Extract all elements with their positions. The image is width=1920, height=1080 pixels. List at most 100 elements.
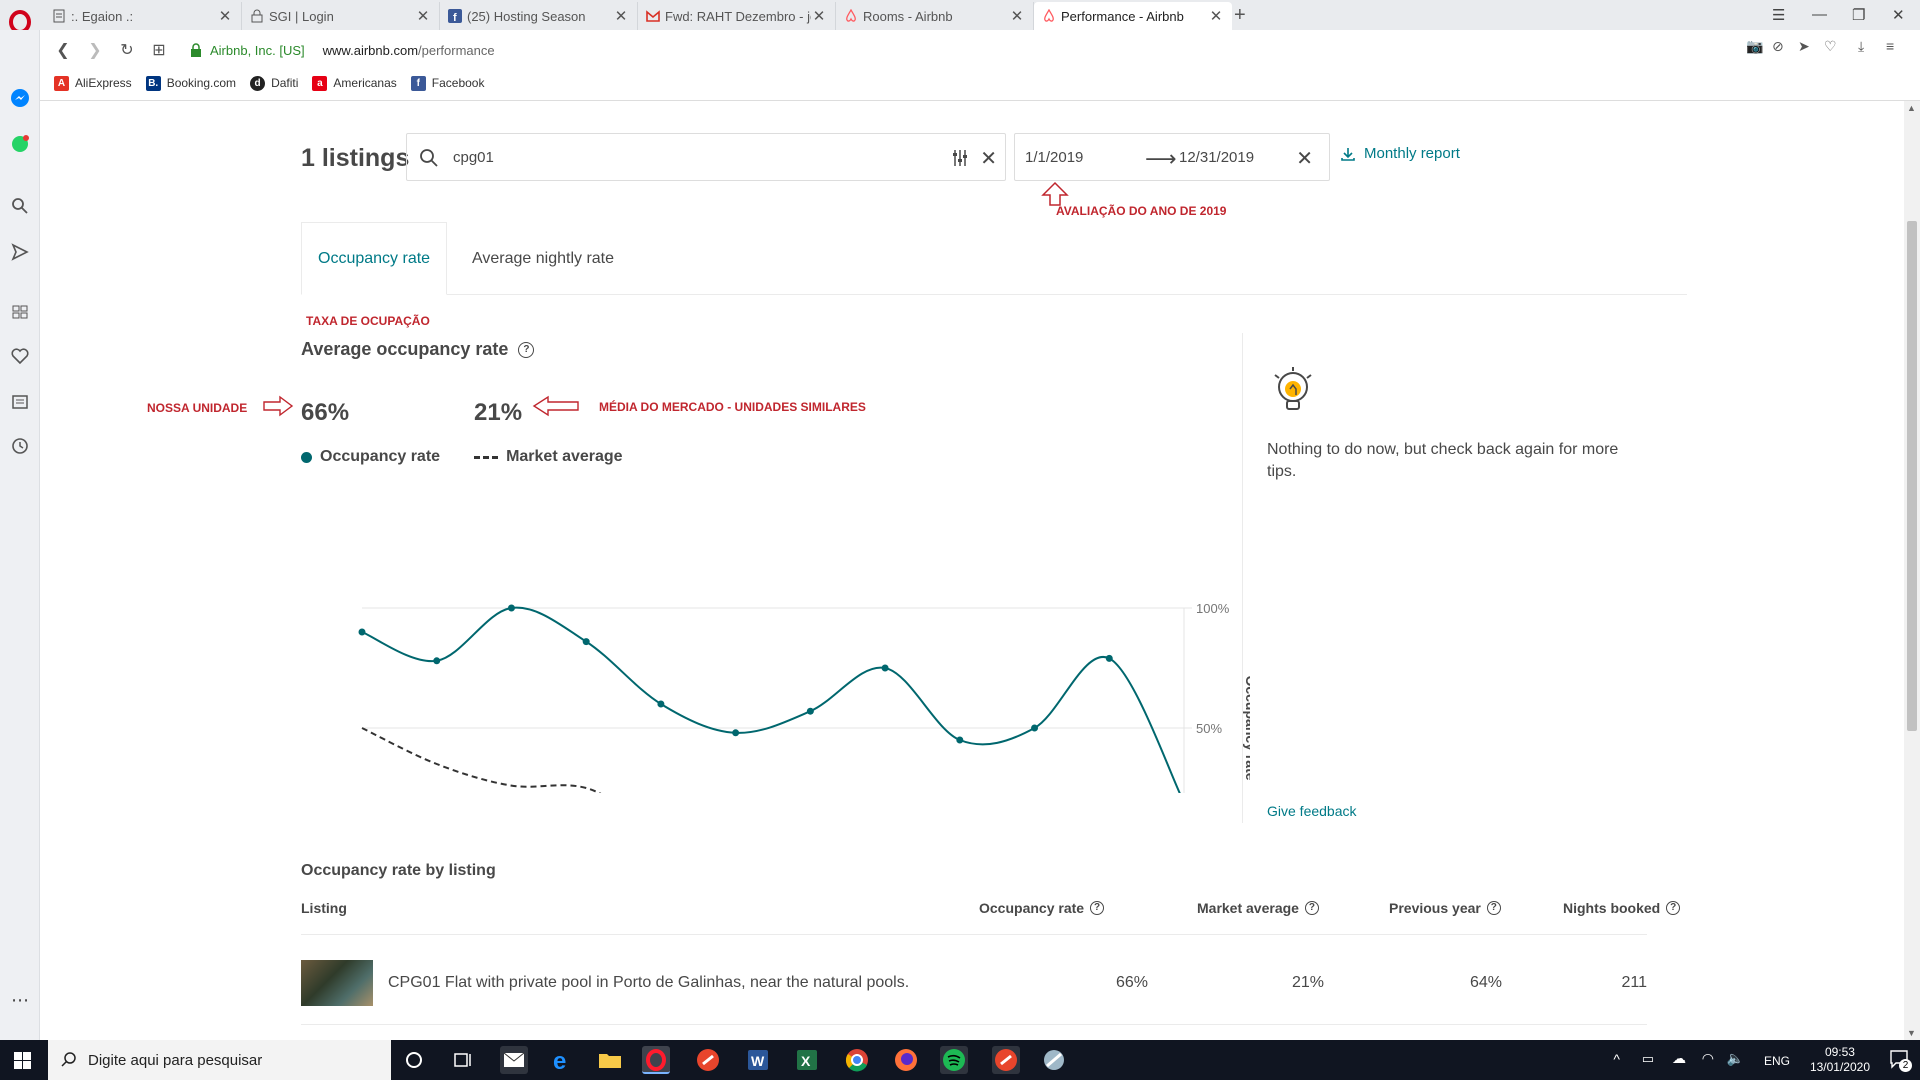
tab-performance-airbnb[interactable]: Performance - Airbnb ✕ [1034, 2, 1232, 30]
volume-icon[interactable]: 🔈 [1726, 1050, 1744, 1066]
heart-icon[interactable]: ♡ [1824, 38, 1837, 54]
filter-sliders-icon[interactable] [951, 148, 969, 168]
page-scrollbar[interactable]: ▲ ▼ [1904, 101, 1920, 1040]
messenger-icon[interactable] [10, 88, 30, 108]
scroll-thumb[interactable] [1907, 221, 1917, 731]
tab-egaion[interactable]: :. Egaion .: ✕ [44, 2, 242, 30]
send-icon[interactable]: ➤ [1798, 38, 1810, 54]
chevron-up-icon[interactable]: ^ [1613, 1051, 1620, 1067]
edge-app-icon[interactable]: e [548, 1046, 576, 1074]
listing-name[interactable]: CPG01 Flat with private pool in Porto de… [388, 974, 910, 991]
minimize-button[interactable]: — [1812, 6, 1827, 23]
close-window-button[interactable]: ✕ [1892, 7, 1905, 24]
windows-start-icon[interactable] [14, 1052, 31, 1069]
task-view-icon[interactable] [454, 1051, 474, 1069]
language-indicator[interactable]: ENG [1763, 1054, 1790, 1068]
tab-menu-icon[interactable]: ☰ [1772, 7, 1786, 24]
svg-text:e: e [553, 1048, 566, 1074]
onedrive-icon[interactable]: ☁ [1672, 1050, 1686, 1066]
history-clock-icon[interactable] [10, 436, 30, 456]
listing-thumbnail[interactable] [301, 960, 373, 1006]
notification-center-icon[interactable]: 2 [1888, 1048, 1912, 1072]
word-app-icon[interactable]: W [744, 1046, 772, 1074]
url-field[interactable]: www.airbnb.com/performance [323, 43, 495, 58]
tab-rooms-airbnb[interactable]: Rooms - Airbnb ✕ [836, 2, 1034, 30]
taskbar-search-box[interactable]: Digite aqui para pesquisar [48, 1040, 391, 1080]
tab-sgi-login[interactable]: SGI | Login ✕ [242, 2, 440, 30]
bookmark-americanas[interactable]: a Americanas [312, 75, 397, 91]
spotify-app-icon[interactable] [940, 1046, 968, 1074]
end-date[interactable]: 12/31/2019 [1179, 149, 1255, 166]
speed-dial-icon[interactable] [10, 302, 30, 322]
help-icon[interactable]: ? [518, 341, 535, 358]
help-icon[interactable]: ? [1090, 901, 1105, 915]
mail-app-icon[interactable] [500, 1046, 528, 1074]
help-icon[interactable]: ? [1486, 901, 1501, 915]
tab-hosting-season[interactable]: f (25) Hosting Season ✕ [440, 2, 638, 30]
download-icon[interactable]: ⤓ [1858, 38, 1865, 54]
bookmark-booking[interactable]: B. Booking.com [145, 75, 236, 91]
help-icon[interactable]: ? [1304, 901, 1319, 915]
forward-icon[interactable]: ❯ [88, 42, 102, 59]
close-tab-icon[interactable]: ✕ [218, 8, 232, 25]
firefox-app-icon[interactable] [892, 1046, 920, 1074]
bookmark-facebook[interactable]: f Facebook [410, 75, 484, 91]
app-red-icon[interactable] [694, 1046, 722, 1074]
give-feedback-link[interactable]: Give feedback [1267, 803, 1357, 819]
listings-count: 1 listings [301, 144, 410, 172]
close-tab-icon[interactable]: ✕ [416, 8, 430, 25]
start-date[interactable]: 1/1/2019 [1025, 149, 1084, 166]
help-icon[interactable]: ? [1666, 901, 1681, 915]
restore-button[interactable]: ❐ [1852, 7, 1866, 24]
chart-legend: Occupancy rate Market average [301, 448, 623, 466]
table-row[interactable]: CPG01 Flat with private pool in Porto de… [301, 960, 1647, 1008]
address-bar: ❮ ❯ ↻ ⊞ Airbnb, Inc. [US] www.airbnb.com… [40, 30, 1920, 70]
snapshot-icon[interactable]: 📷 [1746, 38, 1764, 54]
cortana-icon[interactable] [405, 1051, 423, 1069]
close-tab-icon[interactable]: ✕ [1010, 8, 1024, 25]
chrome-app-icon[interactable] [843, 1046, 871, 1074]
easy-setup-icon[interactable]: ≡ [1886, 38, 1895, 54]
tab-gmail[interactable]: Fwd: RAHT Dezembro - joa ✕ [638, 2, 836, 30]
news-icon[interactable] [10, 392, 30, 412]
flow-send-icon[interactable] [10, 242, 30, 262]
new-tab-button[interactable]: + [1234, 4, 1246, 26]
annotation-occupancy: TAXA DE OCUPAÇÃO [306, 314, 430, 328]
whatsapp-icon[interactable] [10, 134, 30, 154]
clock[interactable]: 09:53 13/01/2020 [1810, 1045, 1870, 1075]
date-range-picker[interactable]: 1/1/2019 ⟶ 12/31/2019 ✕ [1014, 133, 1330, 181]
scroll-down-icon[interactable]: ▼ [1907, 1028, 1916, 1038]
bookmark-dafiti[interactable]: d Dafiti [250, 75, 298, 91]
close-tab-icon[interactable]: ✕ [1209, 8, 1223, 25]
excel-app-icon[interactable]: X [793, 1046, 821, 1074]
bookmark-aliexpress[interactable]: A AliExpress [54, 75, 132, 91]
file-explorer-icon[interactable] [596, 1046, 624, 1074]
svg-text:f: f [453, 12, 457, 23]
adblock-icon[interactable]: ⊘ [1772, 38, 1784, 54]
wifi-icon[interactable]: ◠ [1701, 1050, 1714, 1066]
clear-dates-icon[interactable]: ✕ [1296, 148, 1313, 170]
annotation-up-arrow [1041, 181, 1069, 206]
close-tab-icon[interactable]: ✕ [812, 8, 826, 25]
battery-icon[interactable]: ▭ [1641, 1051, 1654, 1066]
monthly-report-link[interactable]: Monthly report [1340, 145, 1460, 162]
bookmarks-heart-icon[interactable] [10, 346, 30, 366]
listing-search-input[interactable]: cpg01 ✕ [406, 133, 1006, 181]
taskbar-search-placeholder: Digite aqui para pesquisar [88, 1051, 263, 1069]
back-icon[interactable]: ❮ [56, 42, 70, 59]
more-icon[interactable]: ⋯ [11, 990, 29, 1010]
app-red-icon[interactable] [992, 1046, 1020, 1074]
site-identity[interactable]: Airbnb, Inc. [US] [210, 42, 305, 58]
opera-app-icon[interactable] [642, 1046, 670, 1074]
search-icon[interactable] [10, 196, 30, 216]
reload-icon[interactable]: ↻ [120, 42, 134, 59]
cell-nights-booked: 211 [1621, 974, 1647, 991]
scroll-up-icon[interactable]: ▲ [1907, 103, 1916, 113]
clear-search-icon[interactable]: ✕ [980, 148, 997, 170]
speed-dial-icon[interactable]: ⊞ [152, 42, 166, 59]
tab-occupancy-rate[interactable]: Occupancy rate [301, 222, 448, 295]
close-tab-icon[interactable]: ✕ [614, 8, 628, 25]
app-misc-icon[interactable] [1040, 1046, 1068, 1074]
tab-average-nightly-rate[interactable]: Average nightly rate [472, 249, 615, 267]
occupancy-line-chart: 0%50%100%JanFebMarAprMayJunJulAugSepOctN… [358, 601, 1250, 793]
